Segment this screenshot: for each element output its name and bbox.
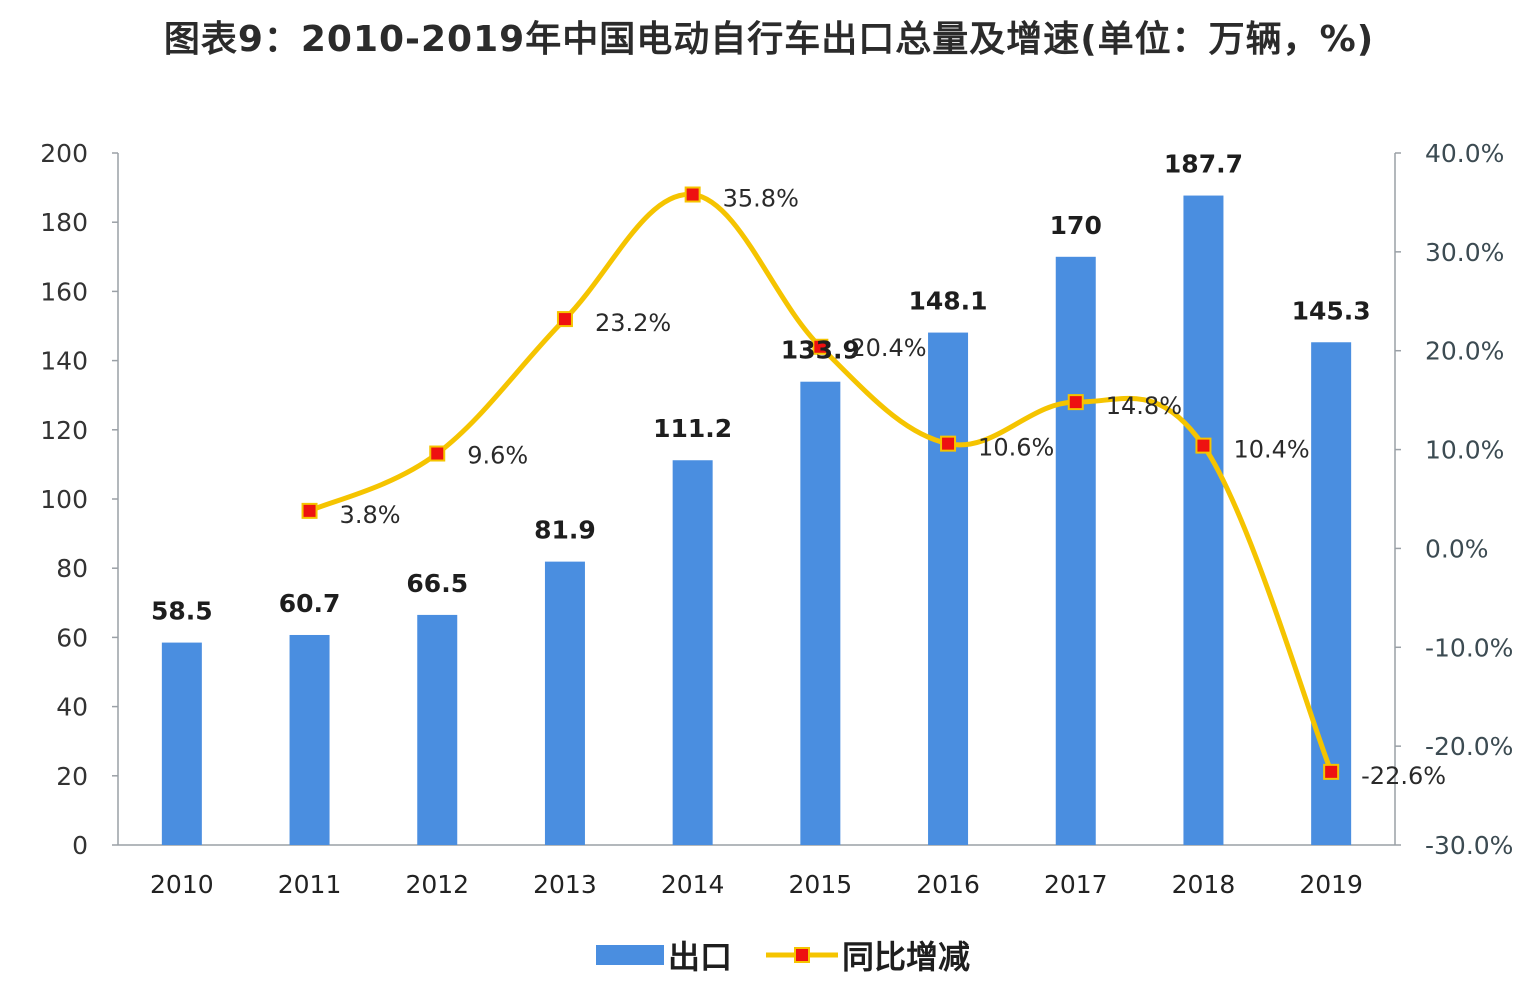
right-axis-tick-label: 40.0% (1425, 139, 1504, 168)
bar-data-label: 60.7 (279, 589, 341, 618)
right-axis-tick-label: -10.0% (1425, 633, 1513, 662)
growth-marker (429, 445, 446, 462)
line-layer (301, 186, 1340, 780)
left-axis-tick-label: 20 (56, 762, 88, 791)
bar-data-label: 66.5 (406, 569, 468, 598)
bar-data-label: 58.5 (151, 597, 213, 626)
growth-data-label: 14.8% (1106, 392, 1182, 420)
growth-marker (1195, 437, 1212, 454)
growth-marker (812, 338, 829, 355)
growth-data-label: 10.6% (978, 434, 1054, 462)
left-axis-tick-label: 140 (40, 347, 88, 376)
left-axis-tick-label: 120 (40, 416, 88, 445)
x-axis-tick-label: 2010 (150, 870, 214, 899)
x-axis-tick-label: 2012 (405, 870, 469, 899)
left-axis-tick-label: 100 (40, 485, 88, 514)
legend: 出口 同比增减 (596, 938, 970, 976)
bar (1055, 256, 1096, 845)
x-axis-tick-label: 2016 (916, 870, 980, 899)
growth-marker (1323, 763, 1340, 780)
bar (417, 614, 458, 845)
bar (800, 381, 841, 845)
right-axis-tick-label: -20.0% (1425, 732, 1513, 761)
right-axis-tick-label: -30.0% (1425, 831, 1513, 860)
growth-marker (301, 502, 318, 519)
labels-layer: 58.5 60.7 66.5 81.9 111.2 133.9 148.1 170 187.7 1… (151, 150, 1446, 790)
legend-bar-swatch (596, 945, 664, 965)
left-axis-tick-label: 180 (40, 208, 88, 237)
growth-data-label: 23.2% (595, 309, 671, 337)
growth-marker (1067, 394, 1084, 411)
left-axis-tick-label: 0 (72, 831, 88, 860)
x-axis-tick-label: 2015 (789, 870, 853, 899)
bar-data-label: 145.3 (1292, 296, 1371, 325)
bar-data-label: 133.9 (781, 336, 860, 365)
growth-marker (940, 435, 957, 452)
bar (1183, 195, 1224, 846)
left-axis-tick-label: 60 (56, 623, 88, 652)
x-axis-tick-label: 2014 (661, 870, 725, 899)
left-axis-tick-label: 40 (56, 693, 88, 722)
x-axis-tick-label: 2011 (278, 870, 342, 899)
bar-data-label: 187.7 (1164, 150, 1243, 179)
bar (928, 332, 969, 846)
bar (161, 642, 202, 845)
x-axis-tick-label: 2013 (533, 870, 597, 899)
left-axis-tick-label: 160 (40, 277, 88, 306)
bar (672, 460, 713, 845)
growth-data-label: 20.4% (850, 334, 926, 362)
bar-data-label: 170 (1050, 211, 1102, 240)
growth-marker (556, 311, 573, 328)
legend-bar-label: 出口 (668, 938, 732, 976)
bar (1311, 342, 1352, 845)
legend-line-label: 同比增减 (842, 938, 970, 976)
bar-data-label: 111.2 (653, 414, 732, 443)
left-axis-tick-label: 200 (40, 139, 88, 168)
left-axis-tick-label: 80 (56, 554, 88, 583)
bar-data-label: 81.9 (534, 516, 596, 545)
growth-data-label: 35.8% (723, 185, 799, 213)
growth-data-label: -22.6% (1361, 762, 1446, 790)
bar (289, 634, 330, 845)
chart-title: 图表9：2010-2019年中国电动自行车出口总量及增速(单位：万辆，%) (163, 19, 1375, 60)
growth-data-label: 10.4% (1233, 436, 1309, 464)
growth-marker (684, 186, 701, 203)
right-axis-tick-label: 30.0% (1425, 238, 1504, 267)
axes-layer: 020406080100120140160180200-30.0%-20.0%-… (40, 139, 1513, 899)
right-axis-tick-label: 10.0% (1425, 436, 1504, 465)
x-axis-tick-label: 2017 (1044, 870, 1108, 899)
bar (544, 561, 585, 845)
growth-data-label: 3.8% (340, 501, 401, 529)
right-axis-tick-label: 0.0% (1425, 534, 1489, 563)
right-axis-tick-label: 20.0% (1425, 337, 1504, 366)
bars-layer (161, 195, 1352, 846)
legend-line-marker (794, 947, 810, 963)
bar-data-label: 148.1 (909, 287, 988, 316)
growth-data-label: 9.6% (467, 442, 528, 470)
x-axis-tick-label: 2019 (1299, 870, 1363, 899)
x-axis-tick-label: 2018 (1172, 870, 1236, 899)
